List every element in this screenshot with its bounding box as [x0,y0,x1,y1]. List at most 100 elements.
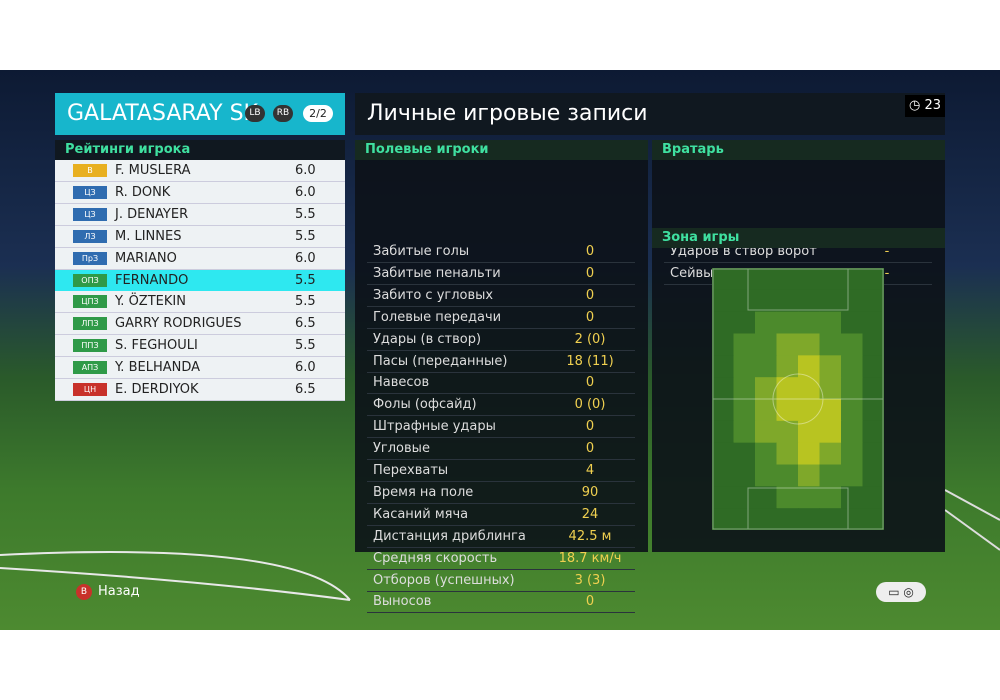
stat-label: Голевые передачи [373,309,502,325]
stat-label: Забитые голы [373,244,470,259]
stat-value: 0 [585,375,595,391]
heat-cell [841,289,863,313]
stat-row: Штрафные удары 0 [367,416,635,439]
heat-cell [819,508,842,530]
heat-cell [712,442,734,465]
player-row: ЦН E. DERDIYOK 6.5 [55,379,345,401]
heat-cell [733,442,756,465]
heat-cell [755,377,777,400]
heat-cell [819,377,842,400]
clock-icon: ◷ [909,98,921,113]
heat-cell [862,442,884,465]
heat-cell [755,420,777,444]
heat-cell [819,486,842,509]
player-rating: 5.5 [295,338,316,354]
heat-cell [862,486,884,509]
heat-cell [841,399,863,422]
keeper-panel: Вратарь Ударов в створ ворот - Сейвы - Зона… [652,140,945,552]
heat-cell [776,420,799,444]
heat-cell [841,311,863,334]
heat-cell [819,311,842,334]
player-row: ОПЗ FERNANDO 5.5 [55,269,345,292]
player-rating: 6.0 [295,184,316,200]
heat-cell [862,464,884,487]
heat-cell [862,420,884,444]
stat-label: Забитые пенальти [373,265,501,281]
heat-cell [733,377,756,400]
player-row: ППЗ S. FEGHOULI 5.5 [55,335,345,358]
heat-cell [862,289,884,313]
heat-cell [733,399,756,422]
stat-label: Выносов [373,594,432,610]
player-rating: 6.0 [295,360,316,376]
heat-cell [755,289,777,313]
heat-cell [776,508,799,530]
heat-cell [712,486,734,509]
heat-cell [733,420,756,444]
player-name: Y. ÖZTEKIN [115,294,186,310]
player-name: R. DONK [115,184,171,200]
position-badge: АПЗ [73,361,107,375]
heat-cell [712,399,734,422]
heat-cell [776,355,799,378]
heat-cell [841,508,863,530]
keeper-header: Вратарь [652,140,945,160]
heat-cell [712,420,734,444]
field-panel: Полевые игроки Забитые голы 0 Забитые пена… [355,140,648,614]
page-indicator: 2/2 [303,105,333,122]
player-name: FERNANDO [115,272,189,288]
heat-cell [776,442,799,465]
heat-cell [755,399,777,422]
stat-value: 0 [585,265,595,281]
heat-cell [776,399,799,422]
stat-value: 0 [585,244,595,259]
heat-cell [776,311,799,334]
stat-row: Голевые передачи 0 [367,307,635,329]
heat-cell [755,355,777,378]
heat-cell [862,508,884,530]
heat-cell [776,289,799,313]
position-badge: ПрЗ [73,251,107,265]
player-row: ЛЗ M. LINNES 5.5 [55,225,345,248]
heat-cell [798,399,820,422]
stat-row: Забитые пенальти 0 [367,263,635,285]
heat-cell [733,508,756,530]
heat-cell [841,486,863,509]
player-name: J. DENAYER [115,206,189,222]
heat-cell [776,377,799,400]
heat-cell [776,464,799,487]
back-label[interactable]: Назад [98,584,140,599]
heat-cell [862,311,884,334]
player-name: M. LINNES [115,228,182,244]
stat-label: Сейвы [670,265,714,281]
stat-value: 0 [585,594,595,610]
player-name: Y. BELHANDA [115,360,201,376]
heat-cell [755,486,777,509]
heat-cell [798,442,820,465]
stat-label: Касаний мяча [373,506,469,522]
team-header: GALATASARAY SK LB RB 2/2 [55,93,345,135]
chat-icons[interactable]: ▭ ◎ [876,582,926,602]
stat-label: Навесов [373,375,430,391]
stat-value: 0 [585,309,595,325]
heat-cell [819,464,842,487]
pitch-lines [0,489,1000,601]
heat-cell [798,289,820,313]
stat-value: - [884,265,890,281]
heat-cell [712,333,734,356]
player-name: MARIANO [115,250,177,266]
stat-row: Касаний мяча 24 [367,504,635,526]
heat-cell [733,464,756,487]
stat-value: 18 (11) [566,353,614,369]
heat-cell [798,377,820,400]
heat-cell [776,486,799,509]
back-button[interactable]: B [76,584,92,600]
heat-cell [862,333,884,356]
heat-cell [776,268,799,291]
player-rating: 5.5 [295,228,316,244]
stat-label: Пасы (переданные) [373,353,508,369]
records-title: Личные игровые записи [367,101,648,126]
player-name: GARRY RODRIGUES [115,316,242,332]
player-row: ЦЗ J. DENAYER 5.5 [55,203,345,226]
stat-row: Отборов (успешных) 3 (3) [367,570,635,592]
